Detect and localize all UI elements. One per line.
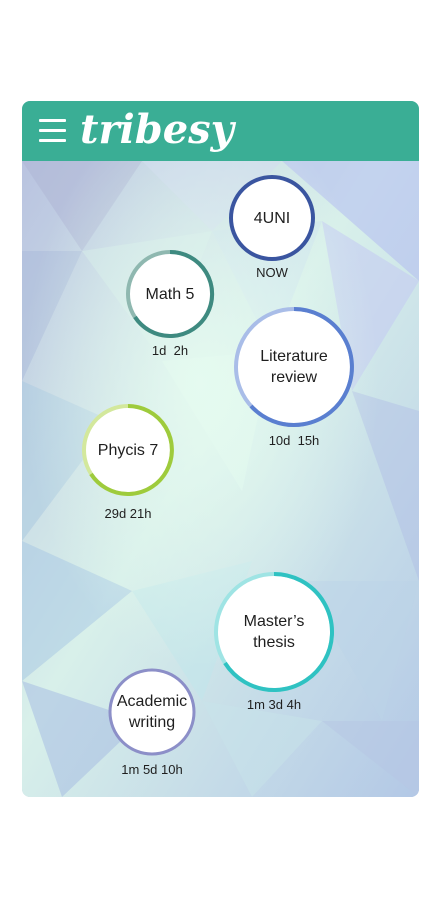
course-label: Math 5 xyxy=(145,285,195,303)
course-node-4uni[interactable]: 4UNI xyxy=(227,173,317,263)
course-label: Master’s thesis xyxy=(243,613,305,651)
course-node-masters-thesis[interactable]: Master’s thesis xyxy=(213,571,335,693)
course-label: Phycis 7 xyxy=(97,441,159,459)
course-node-phycis7[interactable]: Phycis 7 xyxy=(81,403,175,497)
course-node-math5[interactable]: Math 5 xyxy=(125,249,215,339)
course-node-literature-review[interactable]: Literature review xyxy=(233,306,355,428)
progress-ring xyxy=(234,307,354,427)
course-time: 1m 3d 4h xyxy=(246,697,302,712)
course-time: 1m 5d 10h xyxy=(121,762,183,777)
app-header: tribesy xyxy=(22,101,419,161)
hamburger-menu-icon[interactable] xyxy=(39,119,66,143)
progress-ring xyxy=(126,249,215,338)
course-time: 10d 15h xyxy=(268,433,320,448)
course-time: 29d 21h xyxy=(104,506,152,521)
course-node-academic-writing[interactable]: Academic writing xyxy=(108,668,196,756)
progress-ring xyxy=(82,404,174,496)
course-time: NOW xyxy=(256,265,288,280)
course-label: Academic writing xyxy=(116,693,188,731)
brand-logo: tribesy xyxy=(80,106,234,153)
app-screen: tribesy 4UNI NOW Math 5 1d 2h Literature… xyxy=(22,101,419,797)
course-label: 4UNI xyxy=(253,209,291,227)
course-label: Literature review xyxy=(260,348,328,386)
progress-ring xyxy=(108,668,196,756)
background-pattern xyxy=(22,161,419,797)
course-time: 1d 2h xyxy=(151,343,189,358)
progress-ring xyxy=(214,572,334,692)
progress-ring xyxy=(229,175,315,261)
